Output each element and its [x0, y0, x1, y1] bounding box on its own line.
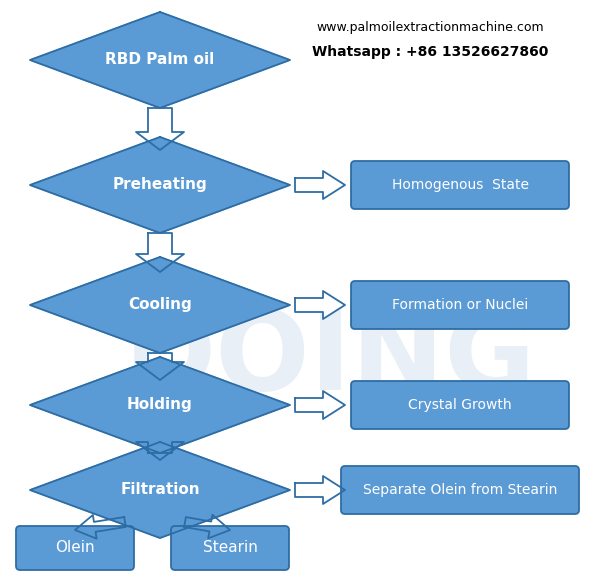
Text: DOING: DOING [124, 306, 536, 414]
Polygon shape [30, 257, 290, 353]
Text: Whatsapp : +86 13526627860: Whatsapp : +86 13526627860 [312, 45, 548, 59]
Polygon shape [295, 391, 345, 419]
Text: Crystal Growth: Crystal Growth [408, 398, 512, 412]
Polygon shape [136, 353, 184, 380]
Text: Preheating: Preheating [113, 177, 208, 193]
FancyBboxPatch shape [351, 381, 569, 429]
Text: Filtration: Filtration [120, 483, 200, 498]
Text: Cooling: Cooling [128, 298, 192, 313]
Text: RBD Palm oil: RBD Palm oil [106, 53, 215, 67]
FancyBboxPatch shape [351, 161, 569, 209]
Polygon shape [136, 442, 184, 460]
FancyBboxPatch shape [341, 466, 579, 514]
Polygon shape [184, 514, 230, 538]
Polygon shape [295, 291, 345, 319]
Polygon shape [30, 12, 290, 108]
Text: Olein: Olein [55, 541, 95, 556]
Text: Formation or Nuclei: Formation or Nuclei [392, 298, 528, 312]
FancyBboxPatch shape [171, 526, 289, 570]
Polygon shape [30, 137, 290, 233]
Text: Homogenous  State: Homogenous State [392, 178, 529, 192]
Text: Separate Olein from Stearin: Separate Olein from Stearin [363, 483, 557, 497]
Polygon shape [30, 442, 290, 538]
Polygon shape [295, 171, 345, 199]
Text: www.palmoilextractionmachine.com: www.palmoilextractionmachine.com [316, 21, 544, 34]
Polygon shape [75, 515, 126, 539]
Polygon shape [30, 357, 290, 453]
Polygon shape [136, 233, 184, 272]
Text: Holding: Holding [127, 397, 193, 412]
FancyBboxPatch shape [351, 281, 569, 329]
FancyBboxPatch shape [16, 526, 134, 570]
Polygon shape [295, 476, 345, 504]
Polygon shape [136, 108, 184, 150]
Text: Stearin: Stearin [203, 541, 257, 556]
